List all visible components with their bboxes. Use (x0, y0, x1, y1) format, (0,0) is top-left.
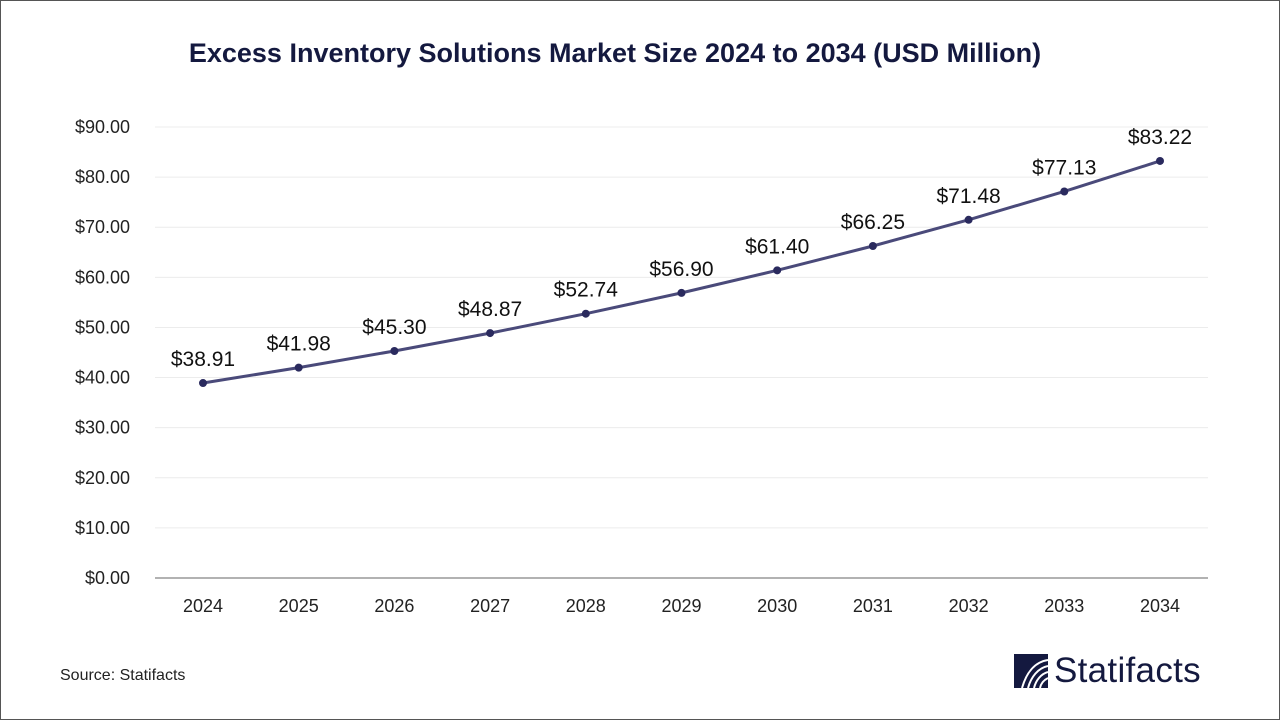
data-label: $38.91 (171, 348, 235, 371)
y-tick-label: $90.00 (75, 117, 130, 137)
x-tick-label: 2029 (661, 596, 701, 616)
data-point (1060, 187, 1069, 196)
data-label: $45.30 (362, 316, 426, 339)
data-label: $41.98 (267, 333, 331, 356)
data-point (390, 346, 399, 355)
y-tick-label: $70.00 (75, 217, 130, 237)
x-tick-label: 2032 (949, 596, 989, 616)
data-point (773, 266, 782, 275)
data-label: $71.48 (936, 185, 1000, 208)
chart-title: Excess Inventory Solutions Market Size 2… (188, 38, 1042, 68)
data-point (581, 309, 590, 318)
data-point (294, 363, 303, 372)
data-point (868, 242, 877, 251)
x-tick-label: 2024 (183, 596, 223, 616)
data-label: $48.87 (458, 298, 522, 321)
data-point (486, 329, 495, 338)
x-tick-label: 2030 (757, 596, 797, 616)
data-label: $77.13 (1032, 156, 1096, 179)
data-label: $83.22 (1128, 126, 1192, 149)
data-point (677, 288, 686, 297)
data-point (1156, 156, 1164, 165)
data-label: $66.25 (841, 211, 905, 234)
x-tick-label: 2034 (1140, 596, 1180, 616)
y-tick-label: $10.00 (75, 518, 130, 538)
y-tick-label: $60.00 (75, 267, 130, 287)
x-tick-label: 2025 (279, 596, 319, 616)
x-tick-label: 2031 (853, 596, 893, 616)
data-point (964, 215, 973, 224)
y-tick-label: $50.00 (75, 317, 130, 337)
data-label: $56.90 (649, 258, 713, 281)
y-tick-label: $80.00 (75, 167, 130, 187)
y-tick-label: $40.00 (75, 368, 130, 388)
source-note: Source: Statifacts (60, 667, 186, 684)
x-tick-label: 2033 (1044, 596, 1084, 616)
data-label: $61.40 (745, 235, 809, 258)
data-point (199, 379, 207, 388)
data-label: $52.74 (554, 279, 619, 302)
x-tick-label: 2026 (374, 596, 414, 616)
y-tick-label: $30.00 (75, 418, 130, 438)
statifacts-logo-icon (1014, 654, 1048, 688)
y-tick-label: $20.00 (75, 468, 130, 488)
logo-text: Statifacts (1054, 651, 1201, 690)
x-tick-label: 2027 (470, 596, 510, 616)
x-tick-label: 2028 (566, 596, 606, 616)
statifacts-logo: Statifacts (1014, 651, 1201, 691)
y-tick-label: $0.00 (85, 568, 130, 588)
